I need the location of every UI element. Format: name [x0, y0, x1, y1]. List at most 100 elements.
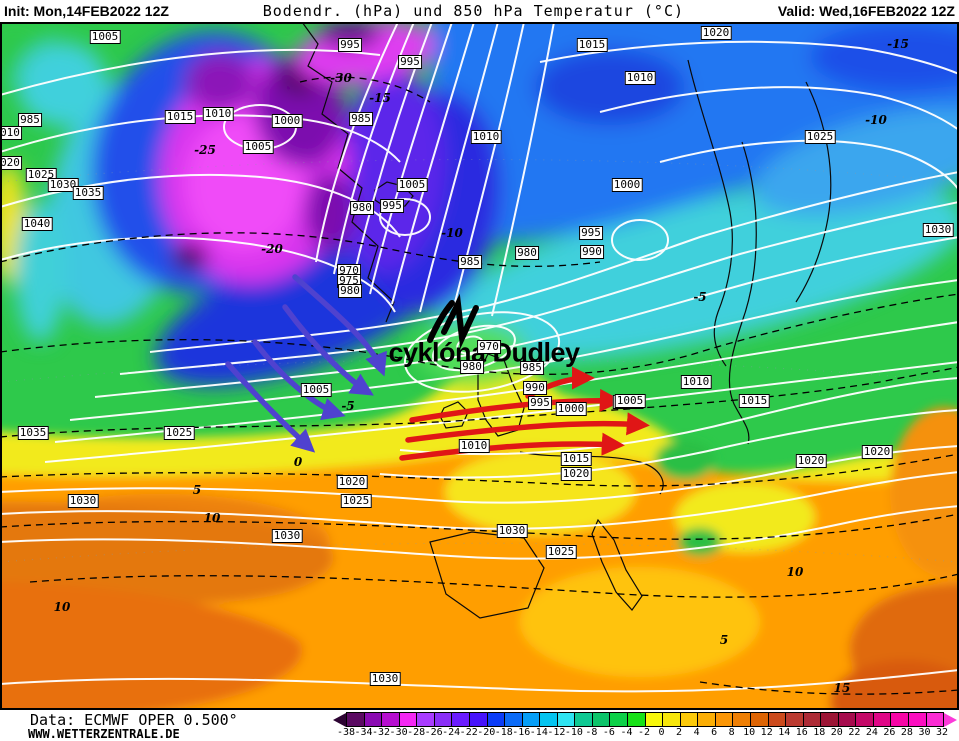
pressure-label: 1030	[369, 672, 401, 686]
colorbar-cell	[855, 713, 873, 726]
temperature-contour-label: -20	[261, 242, 283, 256]
pressure-label: 1005	[614, 394, 646, 408]
colorbar-tick-label: 30	[918, 727, 931, 738]
pressure-label: 1020	[700, 26, 732, 40]
pressure-label: 1030	[271, 529, 303, 543]
chart-title: Bodendr. (hPa) und 850 hPa Temperatur (°…	[262, 2, 685, 20]
pressure-label: 1000	[611, 178, 643, 192]
pressure-label: 985	[458, 255, 482, 269]
colorbar-tick-label: -12	[547, 727, 566, 738]
colorbar-cell	[468, 713, 487, 726]
temperature-contour-label: -5	[341, 399, 355, 413]
graticule	[2, 159, 957, 563]
temperature-contour-label: 5	[192, 483, 202, 497]
colorbar-tick-label: 14	[778, 727, 791, 738]
pressure-label: 980	[460, 360, 484, 374]
pressure-label: 1005	[89, 30, 121, 44]
pressure-label: 1005	[242, 140, 274, 154]
pressure-label: 1025	[545, 545, 577, 559]
pressure-label: 1000	[555, 402, 587, 416]
colorbar-tick-label: -20	[477, 727, 496, 738]
colorbar-tick-label: -14	[529, 727, 548, 738]
colorbar-tick-label: -4	[620, 727, 633, 738]
pressure-label: 995	[338, 38, 362, 52]
colorbar-tick-label: -18	[494, 727, 513, 738]
pressure-label: 980	[515, 246, 539, 260]
colorbar-tick-label: -30	[389, 727, 408, 738]
colorbar-tick-label: 28	[900, 727, 913, 738]
temperature-contour-label: 10	[53, 600, 71, 614]
pressure-label: 1035	[17, 426, 49, 440]
colorbar-tick-label: -2	[637, 727, 651, 738]
colorbar-cell	[714, 713, 733, 726]
pressure-label: 1020	[336, 475, 368, 489]
colorbar-tick-label: 26	[883, 727, 896, 738]
colorbar-cell	[416, 713, 434, 726]
pressure-label: 995	[380, 199, 404, 213]
colorbar-tick-label: -32	[372, 727, 391, 738]
colorbar-cell	[486, 713, 505, 726]
pressure-label: 995	[528, 396, 552, 410]
colorbar-tick-label: 32	[935, 727, 949, 738]
colorbar-tick-label: -8	[585, 727, 598, 738]
colorbar-cell	[433, 713, 452, 726]
colorbar-cell	[591, 713, 610, 726]
cyclone-symbol-icon	[427, 293, 479, 349]
pressure-label: 1010	[680, 375, 712, 389]
colorbar-tick-label: -24	[442, 727, 461, 738]
pressure-label: 990	[523, 381, 547, 395]
temperature-contour-label: -10	[441, 226, 463, 240]
colorbar-tick-label: 20	[830, 727, 843, 738]
colorbar-tick-label: 0	[658, 727, 665, 738]
colorbar-tick-label: 2	[676, 727, 683, 738]
colorbar-right-arrow-icon	[944, 712, 957, 727]
pressure-label: 1000	[271, 114, 303, 128]
colorbar-cell	[749, 713, 768, 726]
pressure-label: 995	[579, 226, 603, 240]
map-canvas: cyklóna Dudley 1005 1015 1010 1000 1005 985 01…	[0, 22, 959, 710]
colorbar-tick-label: -38	[336, 727, 356, 738]
pressure-label: 1010	[624, 71, 656, 85]
colorbar-cell	[820, 713, 838, 726]
map-label-layer: cyklóna Dudley 1005 1015 1010 1000 1005 985 01…	[0, 24, 957, 708]
temperature-contour-label: 10	[203, 511, 221, 525]
pressure-label: 985	[520, 361, 544, 375]
pressure-label: 990	[580, 245, 604, 259]
pressure-label: 010	[0, 126, 22, 140]
colorbar-cell	[398, 713, 417, 726]
pressure-label: 985	[18, 113, 42, 127]
pressure-label: 1040	[21, 217, 53, 231]
colorbar-cell	[767, 713, 786, 726]
colorbar-tick-label: -16	[512, 727, 531, 738]
colorbar-tick-label: -34	[354, 727, 373, 738]
header-bar: Init: Mon,14FEB2022 12Z Bodendr. (hPa) u…	[0, 0, 959, 22]
pressure-label: 1010	[470, 130, 502, 144]
colorbar-tick-label: -22	[459, 727, 478, 738]
colorbar-cell	[609, 713, 627, 726]
temperature-contour-label: 15	[833, 681, 851, 695]
colorbar-cell	[872, 713, 891, 726]
colorbar-tick-label: 12	[760, 727, 773, 738]
pressure-label: 1015	[560, 452, 592, 466]
pressure-label: 1015	[576, 38, 608, 52]
pressure-label: 1030	[922, 223, 954, 237]
colorbar-tick-label: 8	[728, 727, 735, 738]
colorbar-cell	[504, 713, 522, 726]
pressure-label: 020	[0, 156, 22, 170]
colorbar-cell	[697, 713, 715, 726]
temperature-contour-label: -5	[693, 290, 707, 304]
colorbar-tick-label: 22	[848, 727, 861, 738]
colorbar-cell	[925, 713, 944, 726]
temperature-contour-label: -15	[887, 37, 909, 51]
pressure-label: 1010	[458, 439, 490, 453]
colorbar-cell	[802, 713, 821, 726]
data-source-label: Data: ECMWF OPER 0.500°	[30, 711, 238, 729]
map-graphics	[2, 24, 957, 708]
pressure-label: 1020	[861, 445, 893, 459]
pressure-label: 1030	[496, 524, 528, 538]
temperature-contour-label: 5	[719, 633, 729, 647]
pressure-label: 1025	[340, 494, 372, 508]
temperature-contour-label: 0	[293, 455, 303, 469]
pressure-label: 1020	[795, 454, 827, 468]
